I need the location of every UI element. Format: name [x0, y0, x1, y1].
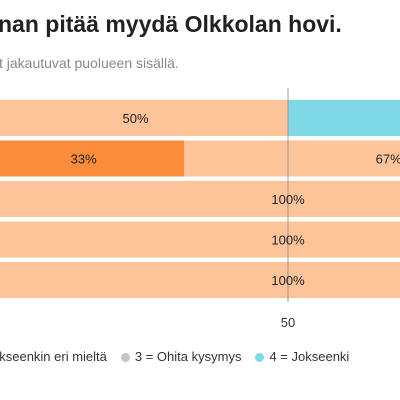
- legend-item-2: okseenkin eri mieltä: [0, 349, 107, 365]
- legend-item-4: 4 = Jokseenki: [255, 349, 349, 365]
- legend-item-3: 3 = Ohita kysymys: [120, 349, 242, 365]
- bar-segment: [184, 140, 400, 177]
- bar-data-label: 100%: [271, 273, 305, 288]
- bar-data-label: 100%: [271, 192, 305, 207]
- bar-data-label: 100%: [271, 233, 305, 248]
- bar-segment: [0, 262, 400, 298]
- legend-label-2: okseenkin eri mieltä: [0, 349, 107, 364]
- bar-segment: [0, 140, 185, 177]
- bars-group: [0, 100, 400, 298]
- bar-data-label: 50%: [122, 111, 148, 126]
- bar-segment: [0, 100, 288, 136]
- chart-title: nan pitää myydä Olkkolan hovi.: [0, 11, 342, 37]
- x-tick-label: 50: [281, 315, 295, 330]
- legend-label-3: 3 = Ohita kysymys: [134, 349, 242, 364]
- legend-dot-icon: [120, 352, 130, 362]
- legend-label-4: 4 = Jokseenki: [269, 349, 350, 364]
- bar-data-label: 67%: [376, 152, 400, 167]
- bar-segment: [0, 181, 400, 217]
- bar-data-label: 33%: [71, 152, 97, 167]
- chart-subtitle: t jakautuvat puolueen sisällä.: [0, 55, 179, 71]
- legend-dot-icon: [255, 352, 265, 362]
- bar-segment: [288, 100, 400, 136]
- chart-legend: okseenkin eri mieltä 3 = Ohita kysymys 4…: [0, 349, 349, 365]
- bar-segment: [0, 221, 400, 258]
- data-labels-group: 50% 33% 67% 100% 100% 100%: [71, 111, 400, 288]
